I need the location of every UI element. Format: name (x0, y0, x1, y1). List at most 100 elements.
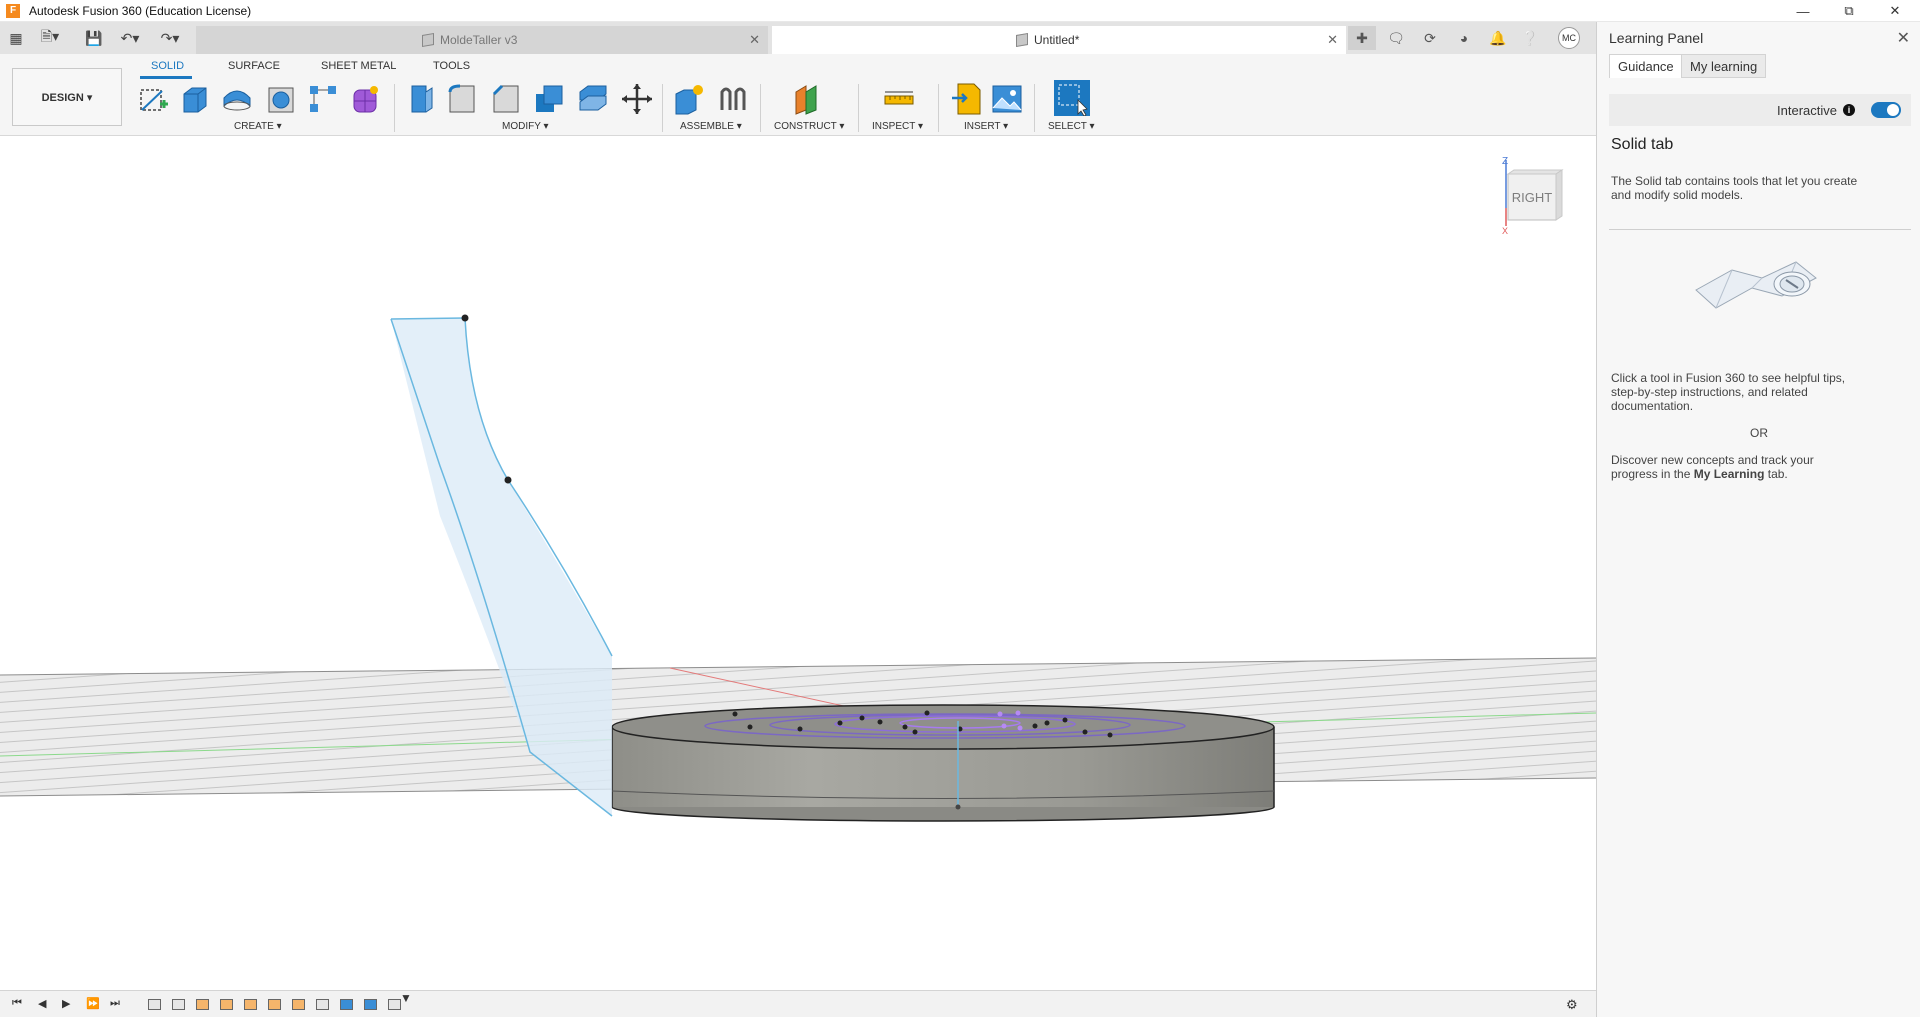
data-panel-grid-icon[interactable]: ▦ (9, 29, 23, 46)
panel-title: Learning Panel (1609, 30, 1704, 46)
close-tab-icon[interactable]: ✕ (749, 32, 760, 47)
tab-surface[interactable]: SURFACE (228, 60, 280, 72)
undo-icon[interactable]: ↶▾ (120, 29, 140, 46)
revolve-icon[interactable] (220, 82, 254, 116)
help-icon[interactable]: ❔ (1521, 29, 1539, 46)
go-to-start-icon[interactable]: ⏮ (12, 997, 22, 1009)
spiral-sketch[interactable] (704, 713, 1186, 739)
select-menu[interactable]: SELECT ▾ (1048, 121, 1095, 132)
timeline-feature-icon[interactable] (220, 999, 233, 1010)
new-tab-plus-icon[interactable]: ✚ (1348, 26, 1376, 50)
job-status-icon[interactable]: ◕ (1459, 30, 1469, 46)
toggle-knob (1887, 104, 1899, 116)
redo-icon[interactable]: ↷▾ (160, 29, 180, 46)
play-icon[interactable]: ▶ (62, 998, 71, 1010)
discover-line2: progress in the My Learning tab. (1611, 467, 1788, 481)
timeline-feature-icon[interactable] (196, 999, 209, 1010)
construct-menu[interactable]: CONSTRUCT ▾ (774, 121, 845, 132)
interactive-toggle[interactable] (1871, 102, 1901, 118)
offset-plane-icon[interactable] (792, 82, 826, 116)
cylinder-top-face[interactable] (611, 704, 1275, 750)
file-menu-icon[interactable]: 🗎▾ (40, 28, 60, 44)
user-avatar[interactable]: MC (1558, 27, 1580, 49)
tab-sheet-metal[interactable]: SHEET METAL (321, 60, 397, 72)
fillet-icon[interactable] (446, 82, 480, 116)
timeline-sketch-icon[interactable] (148, 999, 161, 1010)
tab-tools[interactable]: TOOLS (433, 60, 471, 72)
measure-icon[interactable] (882, 82, 916, 116)
path-midpoint[interactable] (504, 476, 512, 484)
maximize-icon[interactable]: ⧉ (1844, 3, 1854, 18)
close-icon[interactable]: ✕ (1889, 3, 1901, 18)
create-sketch-icon[interactable] (136, 82, 170, 116)
sweep-profile-surface[interactable] (391, 318, 612, 816)
tab-guidance[interactable]: Guidance (1609, 54, 1683, 78)
extrude-icon[interactable] (178, 82, 212, 116)
timeline-settings-gear-icon[interactable]: ⚙ (1566, 997, 1578, 1012)
insert-svg-icon[interactable] (950, 82, 984, 116)
new-component-icon[interactable] (672, 82, 706, 116)
timeline-extrude-icon[interactable] (364, 999, 377, 1010)
model-scene[interactable] (0, 136, 1596, 990)
insert-canvas-icon[interactable] (990, 82, 1024, 116)
or-separator: OR (1750, 426, 1768, 440)
go-to-end-icon[interactable]: ⏭ (110, 997, 120, 1009)
timeline-sketch-icon[interactable] (388, 999, 401, 1010)
active-tab-indicator (140, 76, 192, 79)
timeline-marker-icon[interactable]: ▼ (400, 991, 412, 1005)
sweep-path-top (390, 317, 466, 320)
insert-menu[interactable]: INSERT ▾ (964, 121, 1009, 132)
tab-my-learning[interactable]: My learning (1681, 54, 1767, 78)
path-endpoint[interactable] (461, 314, 469, 322)
assemble-menu[interactable]: ASSEMBLE ▾ (680, 121, 742, 132)
combine-icon[interactable] (576, 82, 610, 116)
create-menu[interactable]: CREATE ▾ (234, 121, 282, 132)
model-icon (1016, 32, 1028, 48)
inspect-menu[interactable]: INSPECT ▾ (872, 121, 923, 132)
chamfer-icon[interactable] (490, 82, 524, 116)
shell-icon[interactable] (532, 82, 566, 116)
info-icon[interactable]: i (1843, 104, 1855, 116)
map-compass-illustration-icon (1695, 261, 1817, 309)
step-forward-icon[interactable]: ⏩ (86, 998, 100, 1010)
extensions-icon[interactable]: ⟳ (1424, 29, 1436, 46)
canvas-viewport[interactable]: RIGHT Z X (0, 136, 1596, 990)
create-form-icon[interactable] (348, 82, 382, 116)
move-copy-icon[interactable] (620, 82, 654, 116)
divider (858, 84, 859, 132)
timeline-feature-icon[interactable] (268, 999, 281, 1010)
sweep-path-left (390, 318, 613, 817)
guidance-description-line1: The Solid tab contains tools that let yo… (1611, 174, 1858, 188)
save-icon[interactable]: 💾 (85, 29, 103, 46)
step-back-icon[interactable]: ◀ (38, 998, 47, 1010)
tab-solid[interactable]: SOLID (151, 60, 185, 72)
timeline-feature-icon[interactable] (244, 999, 257, 1010)
workspace-switcher-button[interactable]: DESIGN ▾ (12, 68, 122, 126)
pattern-icon[interactable] (306, 82, 340, 116)
tab-untitled[interactable]: Untitled* ✕ (772, 26, 1346, 54)
divider (1609, 229, 1911, 230)
my-learning-link[interactable]: My Learning (1693, 467, 1765, 481)
fusion-logo-icon: F (6, 3, 20, 18)
close-tab-icon[interactable]: ✕ (1327, 32, 1338, 47)
hole-icon[interactable] (264, 82, 298, 116)
cylinder-mid-line (611, 790, 1275, 799)
viewcube[interactable]: RIGHT Z X (1496, 156, 1566, 236)
joint-icon[interactable] (716, 82, 750, 116)
guidance-heading: Solid tab (1611, 136, 1674, 153)
minimize-icon[interactable]: — (1796, 3, 1810, 19)
timeline-feature-icon[interactable] (292, 999, 305, 1010)
notifications-chat-icon[interactable]: 🗨 (1387, 29, 1405, 46)
select-icon[interactable] (1054, 80, 1090, 116)
tab-moldetaller[interactable]: MoldeTaller v3 ✕ (196, 26, 768, 54)
timeline-sketch-icon[interactable] (172, 999, 185, 1010)
timeline-sketch-icon[interactable] (316, 999, 329, 1010)
timeline-extrude-icon[interactable] (340, 999, 353, 1010)
toolbar-ribbon: DESIGN ▾ SOLID SURFACE SHEET METAL TOOLS… (0, 54, 1596, 136)
bell-icon[interactable]: 🔔 (1489, 29, 1507, 46)
press-pull-icon[interactable] (404, 82, 438, 116)
close-icon[interactable]: ✕ (1896, 30, 1910, 47)
cylinder-point[interactable] (955, 804, 961, 810)
modify-menu[interactable]: MODIFY ▾ (502, 121, 549, 132)
divider (1034, 84, 1035, 132)
